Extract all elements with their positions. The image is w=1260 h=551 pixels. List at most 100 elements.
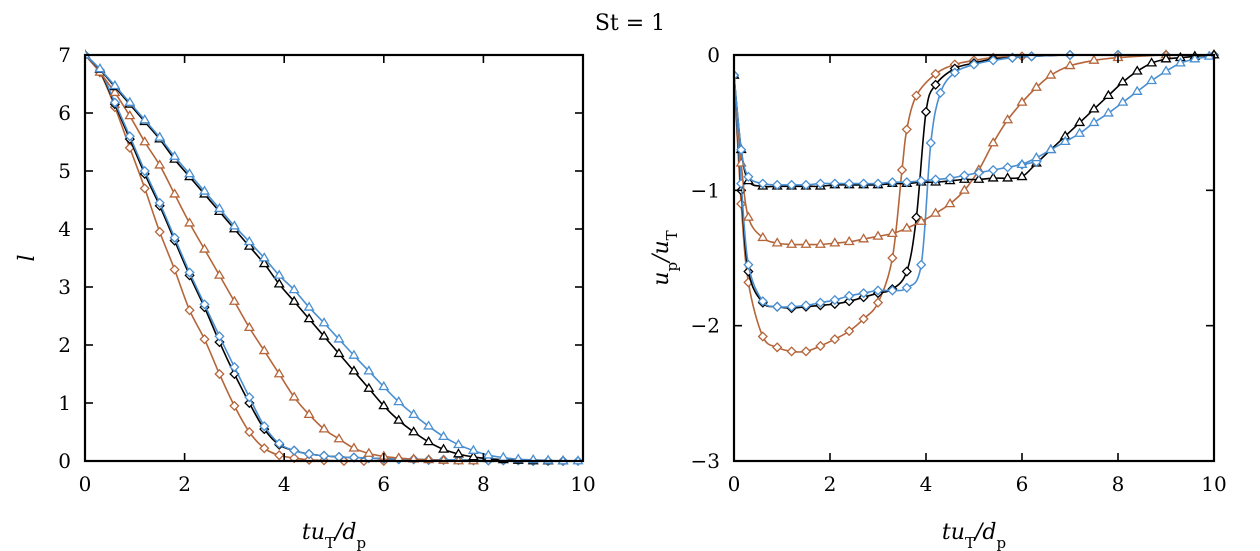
series-line <box>85 54 564 462</box>
data-point-triangle <box>438 430 450 441</box>
data-point-diamond <box>289 445 300 456</box>
data-point-diamond <box>800 179 812 191</box>
data-point-triangle <box>973 173 985 183</box>
axes-frame <box>732 53 1216 463</box>
data-point-triangle <box>273 368 285 378</box>
data-point-triangle <box>1102 89 1114 100</box>
data-point-triangle <box>139 136 151 146</box>
data-point-triangle <box>393 414 405 424</box>
data-point-triangle <box>213 269 225 279</box>
data-point-diamond <box>973 167 984 178</box>
data-point-triangle <box>273 269 285 279</box>
data-point-triangle <box>348 365 360 375</box>
data-point-triangle <box>1045 69 1057 79</box>
data-point-diamond <box>229 400 240 412</box>
x-tick-label: 8 <box>477 472 490 496</box>
x-tick-label: 4 <box>920 472 933 496</box>
data-point-triangle <box>742 211 754 221</box>
x-tick-label: 0 <box>79 472 92 496</box>
series-line <box>85 54 578 462</box>
data-point-triangle <box>1016 170 1028 181</box>
data-point-triangle <box>109 86 121 97</box>
data-point-triangle <box>1088 116 1100 127</box>
data-point-diamond <box>935 87 946 99</box>
data-point-triangle <box>318 423 330 433</box>
data-point-triangle <box>930 207 942 217</box>
data-point-triangle <box>378 400 390 410</box>
data-point-triangle <box>1064 59 1076 70</box>
data-point-diamond <box>736 178 747 189</box>
data-point-diamond <box>244 392 255 403</box>
series-line <box>85 54 564 462</box>
data-point-diamond <box>244 426 255 438</box>
data-point-triangle <box>378 380 390 391</box>
data-point-diamond <box>844 178 855 189</box>
data-point-triangle <box>467 444 479 454</box>
data-point-triangle <box>829 237 841 247</box>
data-point-diamond <box>154 197 165 209</box>
data-point-triangle <box>814 238 826 248</box>
data-point-diamond <box>743 259 754 270</box>
data-point-diamond <box>872 285 884 296</box>
data-point-triangle <box>467 451 479 461</box>
y-axis-label: l <box>15 254 40 261</box>
data-point-triangle <box>363 382 375 392</box>
data-point-diamond <box>949 67 960 78</box>
x-tick-label: 2 <box>824 472 837 496</box>
data-point-triangle <box>124 110 136 120</box>
data-point-diamond <box>772 179 783 191</box>
data-point-triangle <box>1045 143 1057 154</box>
data-point-triangle <box>213 202 225 213</box>
data-point-diamond <box>916 259 927 270</box>
data-point-diamond <box>274 450 285 461</box>
data-point-diamond <box>274 438 285 449</box>
data-point-triangle <box>987 172 999 182</box>
data-point-triangle <box>423 435 435 446</box>
data-point-diamond <box>829 294 840 306</box>
data-point-triangle <box>408 408 420 419</box>
data-point-triangle <box>408 426 420 436</box>
x-tick-label: 10 <box>1201 472 1226 496</box>
data-point-triangle <box>944 197 956 208</box>
data-point-triangle <box>184 217 196 227</box>
data-point-diamond <box>815 297 826 308</box>
data-point-diamond <box>844 296 855 307</box>
y-tick-label: 6 <box>58 101 71 125</box>
data-point-triangle <box>124 96 136 106</box>
data-point-triangle <box>1030 151 1042 162</box>
data-point-diamond <box>154 226 165 238</box>
left-panel: 0 2 4 6 8 10 0 1 2 3 4 5 6 7 tuT/dp l <box>15 43 596 551</box>
data-point-diamond <box>124 131 135 142</box>
data-point-triangle <box>243 240 255 250</box>
data-point-triangle <box>1002 172 1014 182</box>
data-point-triangle <box>1088 54 1100 64</box>
data-point-diamond <box>925 137 936 149</box>
data-point-triangle <box>348 349 360 359</box>
data-point-triangle <box>303 408 315 419</box>
data-point-diamond <box>184 267 195 278</box>
data-point-triangle <box>288 295 300 305</box>
data-point-triangle <box>348 442 360 452</box>
data-point-diamond <box>1026 51 1037 62</box>
data-point-diamond <box>916 175 927 186</box>
data-point-diamond <box>829 334 840 345</box>
data-point-diamond <box>844 290 855 302</box>
data-point-diamond <box>968 59 980 70</box>
data-point-diamond <box>872 297 884 308</box>
data-point-triangle <box>1189 53 1201 63</box>
data-point-diamond <box>199 299 210 310</box>
data-point-triangle <box>1088 103 1100 113</box>
data-point-triangle <box>757 231 769 242</box>
data-point-triangle <box>482 449 494 459</box>
data-point-triangle <box>1146 74 1158 85</box>
data-point-diamond <box>988 164 999 176</box>
data-point-triangle <box>184 168 196 178</box>
data-point-triangle <box>1146 57 1158 67</box>
data-point-triangle <box>393 395 405 406</box>
data-point-triangle <box>258 344 270 355</box>
data-point-triangle <box>786 238 798 248</box>
series-line <box>734 53 1215 246</box>
data-point-diamond <box>184 305 195 316</box>
y-tick-label: 0 <box>707 43 720 67</box>
data-point-diamond <box>736 144 747 155</box>
